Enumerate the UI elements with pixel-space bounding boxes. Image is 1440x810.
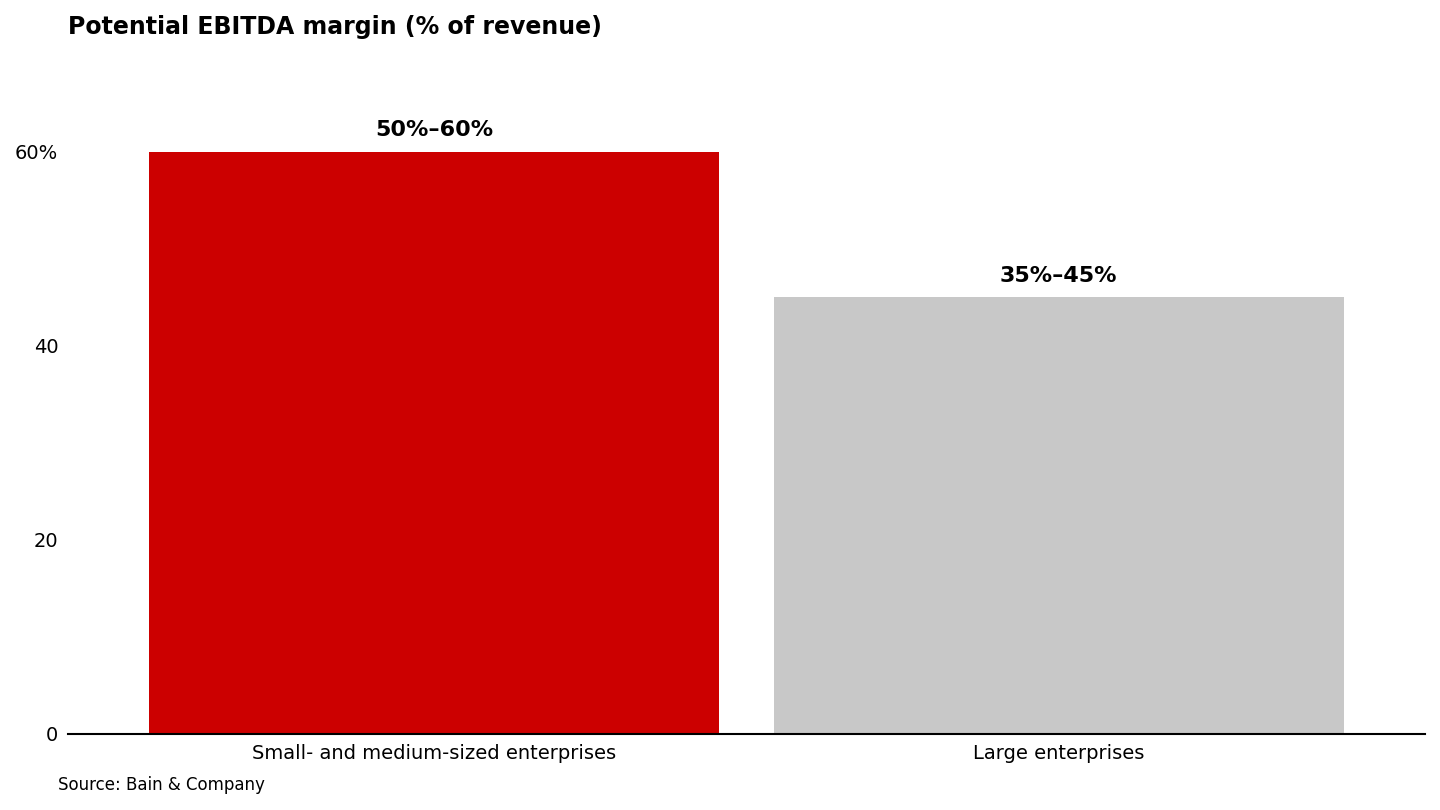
Text: Potential EBITDA margin (% of revenue): Potential EBITDA margin (% of revenue) — [68, 15, 602, 39]
Text: 35%–45%: 35%–45% — [999, 266, 1117, 286]
Text: Source: Bain & Company: Source: Bain & Company — [58, 776, 265, 794]
Bar — [150, 151, 720, 249]
Bar — [773, 297, 1344, 394]
Bar — [773, 394, 1344, 734]
Text: 50%–60%: 50%–60% — [376, 120, 494, 140]
Bar — [150, 249, 720, 734]
